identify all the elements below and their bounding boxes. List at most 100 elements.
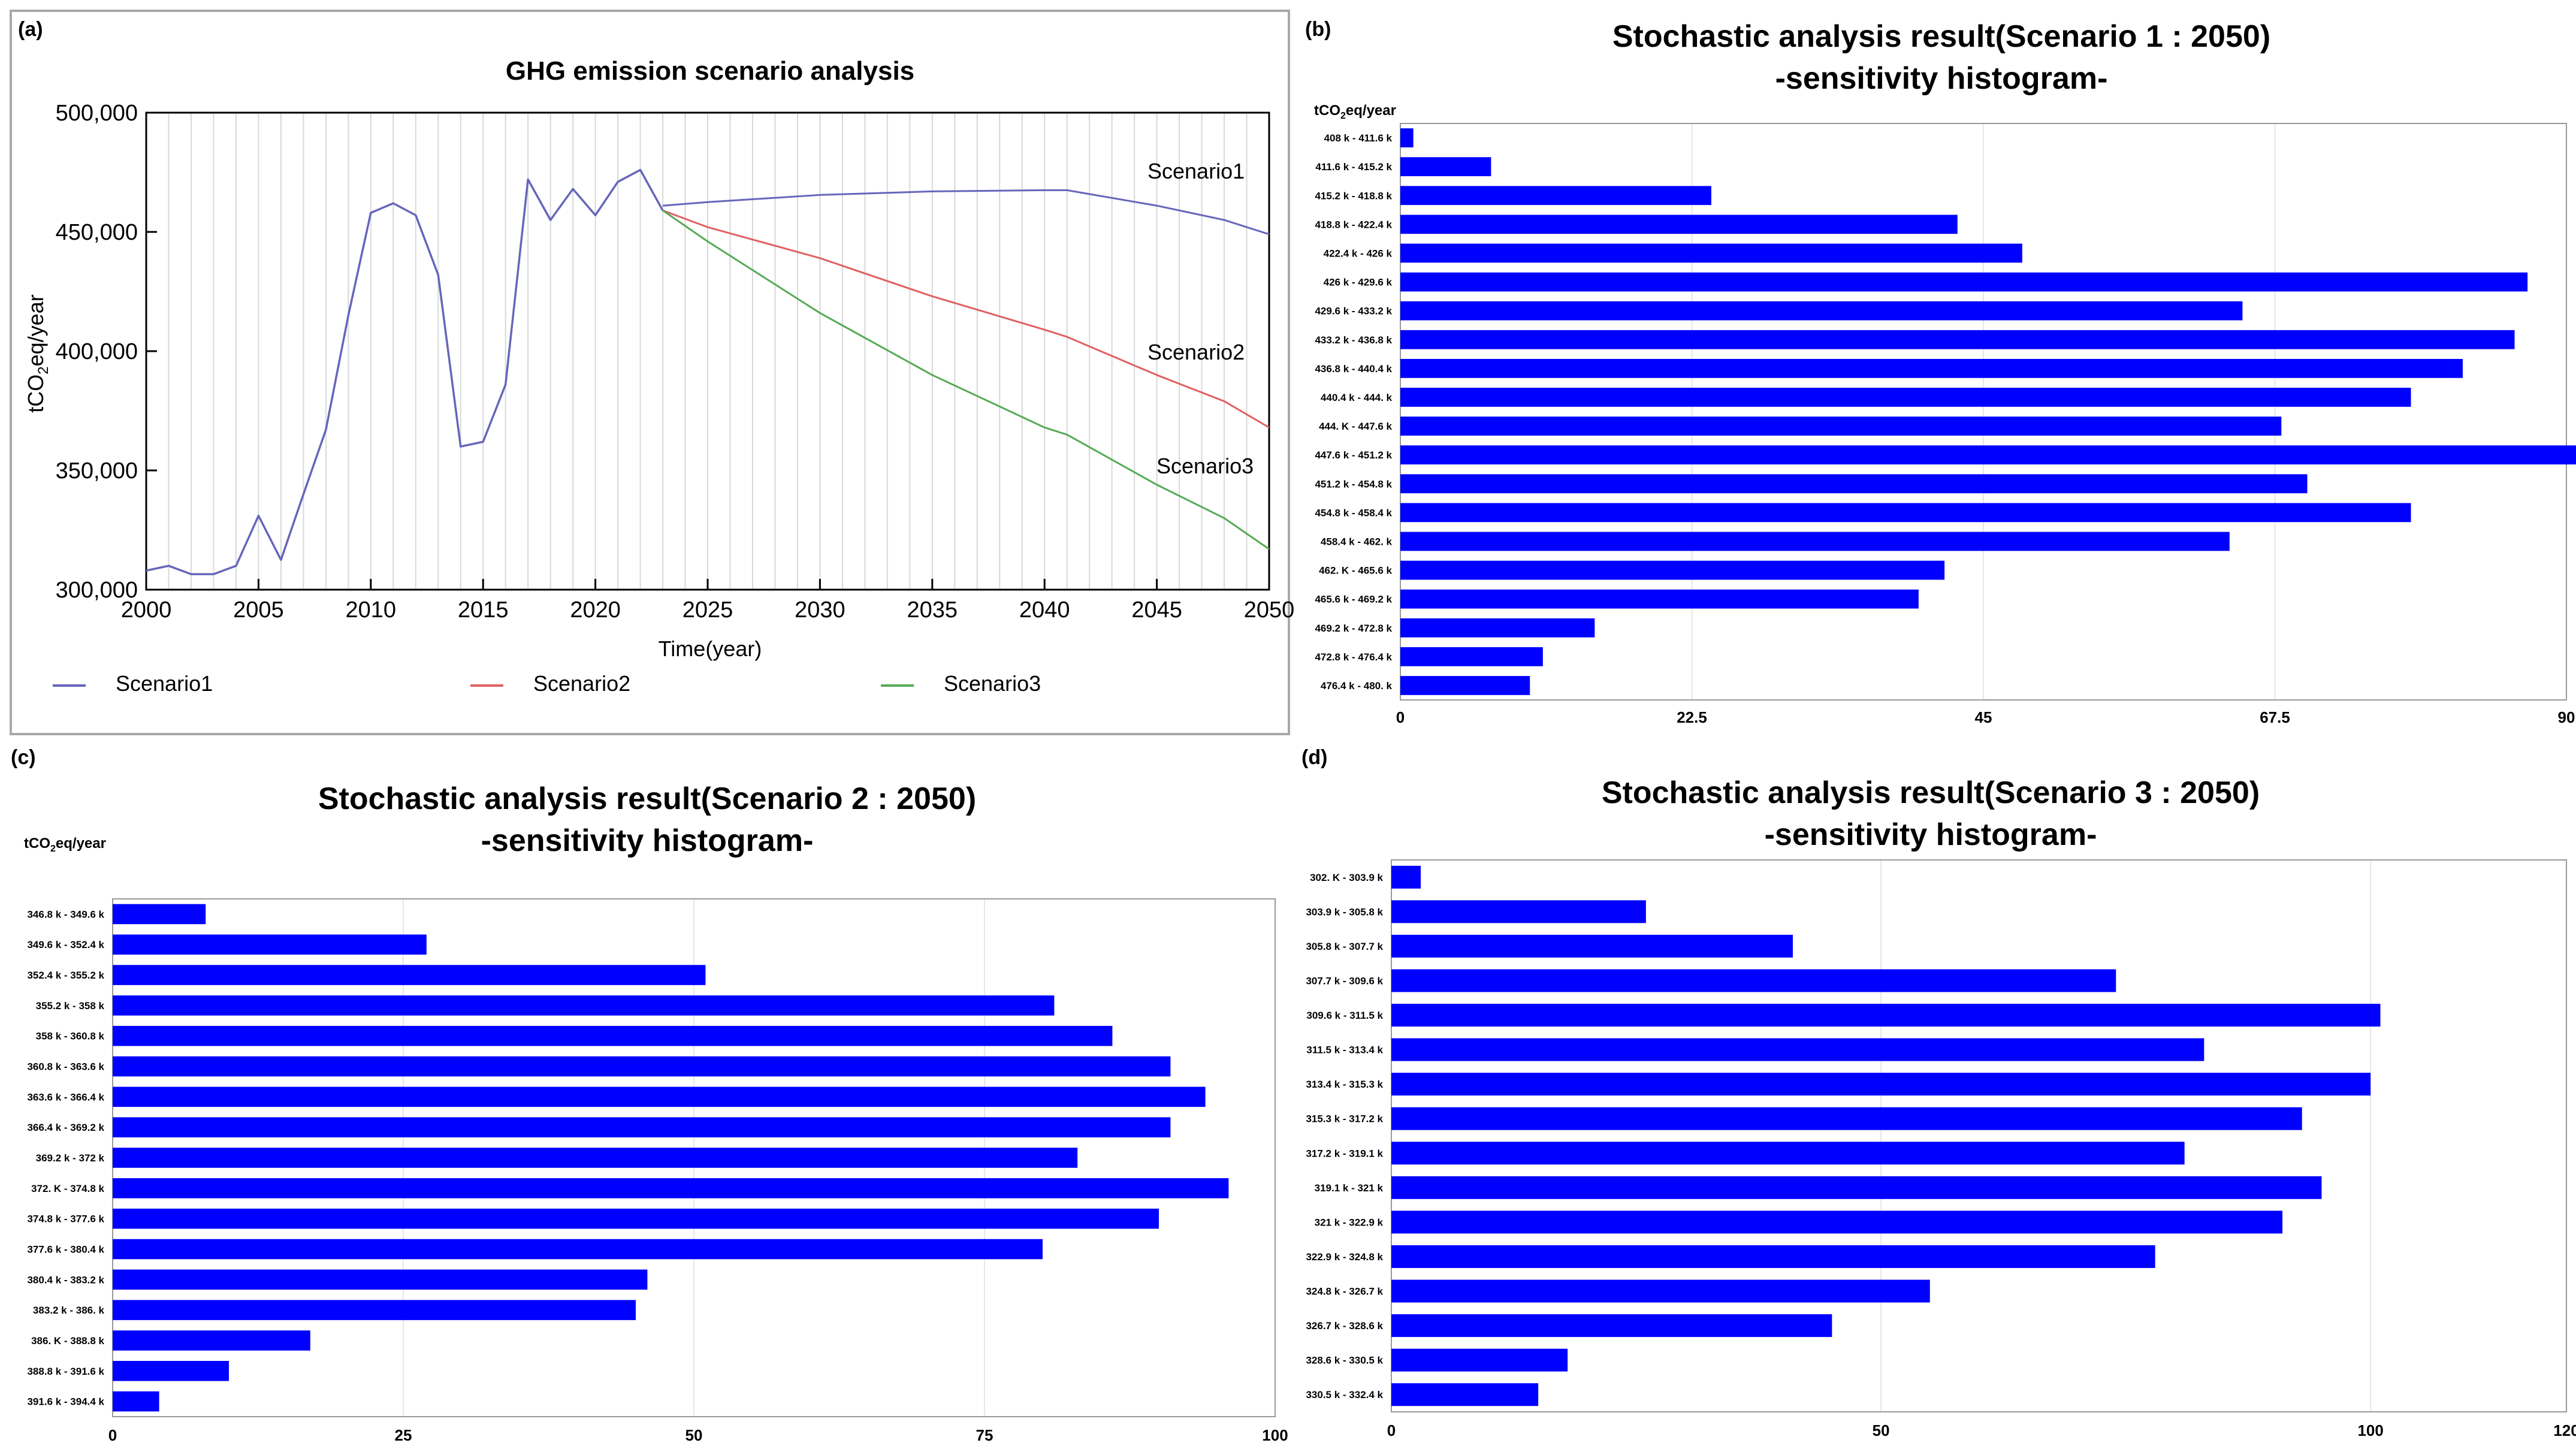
y-tick-label: 500,000 [56,101,138,126]
histogram-bar [113,995,1055,1016]
panel-a-xlabel: Time(year) [659,636,762,661]
series-label-1: Scenario1 [1147,159,1245,183]
histogram-bar [1400,301,2243,321]
category-label: 328.6 k - 330.5 k [1306,1355,1383,1366]
category-label: 383.2 k - 386. k [33,1305,105,1316]
category-label: 321 k - 322.9 k [1315,1216,1384,1228]
category-label: 411.6 k - 415.2 k [1315,161,1392,173]
category-label: 324.8 k - 326.7 k [1306,1286,1383,1297]
panel-c-ylabel: tCO2eq/year [24,835,106,854]
histogram-bar [1391,934,1793,958]
histogram-bar [113,1086,1206,1107]
x-tick-label: 45 [1975,708,1992,726]
category-label: 302. K - 303.9 k [1310,872,1383,883]
histogram-bar [113,1330,310,1351]
histogram-bar [1400,388,2411,407]
legend-label-3: Scenario3 [944,671,1041,696]
category-label: 422.4 k - 426 k [1324,247,1393,259]
category-label: 366.4 k - 369.2 k [27,1122,104,1133]
x-tick-label: 2020 [570,597,621,623]
category-label: 313.4 k - 315.3 k [1306,1079,1383,1090]
category-label: 360.8 k - 363.6 k [27,1061,104,1073]
histogram-bar [113,1269,648,1290]
histogram-bar [113,1148,1078,1168]
category-label: 433.2 k - 436.8 k [1315,334,1392,346]
category-label: 465.6 k - 469.2 k [1315,594,1392,605]
plot-frame [1400,123,2567,701]
histogram-bar [113,1117,1171,1137]
category-label: 476.4 k - 480. k [1321,680,1393,692]
x-tick-label: 2050 [1244,597,1295,623]
histogram-bar [1391,1004,2381,1027]
category-label: 388.8 k - 391.6 k [27,1366,104,1377]
category-label: 444. K - 447.6 k [1319,421,1392,432]
panel-b-ylabel: tCO2eq/year [1314,102,1396,121]
category-label: 440.4 k - 444. k [1321,392,1393,403]
category-label: 408 k - 411.6 k [1324,132,1393,144]
x-tick-label: 22.5 [1677,708,1707,726]
panel-d-subtitle: -sensitivity histogram- [1765,817,2097,852]
series-line-2 [662,209,1270,428]
x-tick-label: 2030 [795,597,845,623]
histogram-bar [113,1239,1043,1260]
histogram-bar [1400,474,2308,494]
x-tick-label: 2005 [233,597,284,623]
category-label: 352.4 k - 355.2 k [27,970,104,981]
x-tick-label: 2025 [682,597,733,623]
legend-label-1: Scenario1 [116,671,213,696]
y-tick-label: 450,000 [56,220,138,245]
histogram-bar [1400,676,1530,695]
category-label: 305.8 k - 307.7 k [1306,941,1383,952]
category-label: 349.6 k - 352.4 k [27,939,104,950]
category-label: 462. K - 465.6 k [1319,565,1392,576]
histogram-bar [1391,1038,2204,1061]
histogram-bar [1391,1245,2155,1268]
category-label: 391.6 k - 394.4 k [27,1396,104,1408]
histogram-bar [1400,416,2282,436]
category-label: 309.6 k - 311.5 k [1306,1010,1383,1021]
panel-c-title: Stochastic analysis result(Scenario 2 : … [318,781,976,816]
x-tick-label: 0 [1387,1421,1396,1439]
histogram-bar [1400,445,2576,465]
histogram-bar [1400,272,2528,292]
histogram-bar [113,1208,1159,1229]
y-tick-label: 350,000 [56,458,138,484]
histogram-bar [113,1391,159,1412]
histogram-bar [1400,589,1919,609]
histogram-bar [113,1178,1229,1199]
histogram-bar [1400,215,1958,234]
histogram-bar [1400,330,2515,349]
category-label: 358 k - 360.8 k [36,1031,105,1042]
panel-a-frame [10,10,1290,735]
series-line-1 [662,189,1270,236]
histogram-bar [1400,157,1491,177]
histogram-bar [1400,503,2411,523]
category-label: 380.4 k - 383.2 k [27,1274,104,1285]
x-tick-label: 25 [395,1426,412,1444]
histogram-bar [113,1360,229,1381]
histogram-bar [1391,1107,2302,1130]
histogram-bar [1400,532,2230,551]
category-label: 472.8 k - 476.4 k [1315,651,1392,663]
histogram-bar [1391,1176,2322,1199]
plot-frame [1391,859,2567,1412]
histogram-bar [113,904,206,925]
panel-c-subtitle: -sensitivity histogram- [481,823,814,858]
x-tick-label: 0 [108,1426,117,1444]
histogram-bar [113,1056,1171,1077]
x-tick-label: 75 [976,1426,993,1444]
x-tick-label: 120 [2553,1421,2576,1439]
panel-c-label: (c) [11,746,36,769]
panel-a-title: GHG emission scenario analysis [506,56,914,86]
category-label: 436.8 k - 440.4 k [1315,363,1392,375]
panel-b-label: (b) [1305,18,1331,41]
category-label: 346.8 k - 349.6 k [27,908,104,920]
panel-b-title: Stochastic analysis result(Scenario 1 : … [1612,19,2270,54]
panel-a-plot: 300,000 350,000 400,000 450,000 500,000 2000 2… [56,101,1295,623]
category-label: 451.2 k - 454.8 k [1315,478,1392,490]
x-tick-label: 50 [685,1426,703,1444]
x-tick-label: 2000 [121,597,172,623]
series-line-3 [662,209,1270,550]
histogram-bar [1391,865,1421,889]
legend-label-2: Scenario2 [533,671,630,696]
